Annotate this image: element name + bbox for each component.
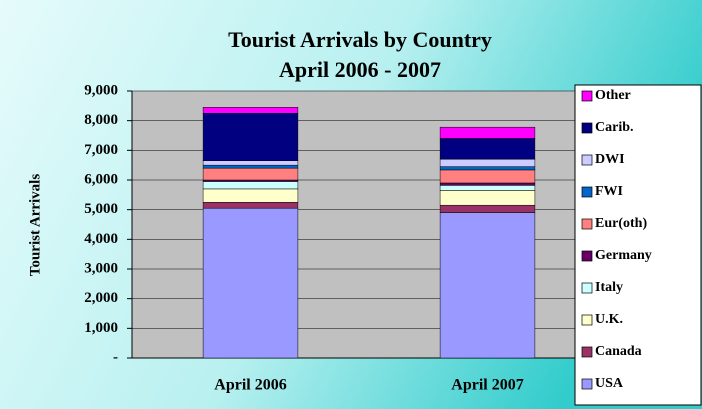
bar-segment [439, 182, 536, 186]
bar-segment [439, 126, 536, 139]
bar-segment [439, 212, 536, 359]
x-tick-label: April 2006 [214, 377, 286, 394]
y-tick-label: 2,000 [84, 290, 118, 306]
y-tick-label: 9,000 [84, 82, 118, 98]
legend-label: U.K. [595, 312, 623, 327]
legend-label: Eur(oth) [595, 216, 647, 231]
legend-swatch [581, 186, 593, 198]
legend-swatch [581, 218, 593, 230]
bar-segment [202, 164, 299, 169]
y-tick-label: 5,000 [84, 201, 118, 217]
y-tick-label: 3,000 [84, 260, 118, 276]
bar-segment [202, 167, 299, 181]
legend-label: Italy [595, 280, 623, 295]
bar-segment [202, 107, 299, 114]
chart-subtitle: April 2006 - 2007 [279, 57, 441, 82]
bar-segment [439, 185, 536, 191]
legend-label: Other [595, 88, 631, 103]
legend-label: USA [595, 376, 624, 391]
bar-segment [202, 202, 299, 209]
bar-segment [439, 204, 536, 213]
legend-label: Canada [595, 344, 642, 359]
bar-segment [439, 158, 536, 167]
legend-label: DWI [595, 152, 625, 167]
legend-swatch [581, 378, 593, 390]
bar-segment [439, 138, 536, 160]
legend-swatch [581, 314, 593, 326]
legend-label: Germany [595, 248, 652, 263]
legend-label: Carib. [595, 120, 634, 135]
x-tick-label: April 2007 [451, 377, 523, 394]
legend-swatch [581, 122, 593, 134]
legend-swatch [581, 346, 593, 358]
bar-segment [202, 181, 299, 190]
legend-swatch [581, 250, 593, 262]
y-tick-label: 6,000 [84, 171, 118, 187]
legend-swatch [581, 282, 593, 294]
bar-segment [202, 207, 299, 359]
bar-segment [202, 113, 299, 161]
chart-title: Tourist Arrivals by Country [228, 27, 492, 52]
legend [574, 84, 702, 406]
legend-swatch [581, 154, 593, 166]
y-tick-label: 4,000 [84, 231, 118, 247]
bar-segment [439, 190, 536, 206]
y-tick-label: 8,000 [84, 112, 118, 128]
y-tick-label: 1,000 [84, 320, 118, 336]
legend-swatch [581, 90, 593, 102]
bar-segment [439, 166, 536, 171]
y-axis-label: Tourist Arrivals [27, 174, 43, 277]
bar-segment [202, 160, 299, 166]
bar-segment [202, 188, 299, 203]
y-tick-label: 7,000 [84, 142, 118, 158]
y-tick-label: - [113, 349, 118, 365]
bar-segment [439, 169, 536, 184]
legend-label: FWI [595, 184, 623, 199]
